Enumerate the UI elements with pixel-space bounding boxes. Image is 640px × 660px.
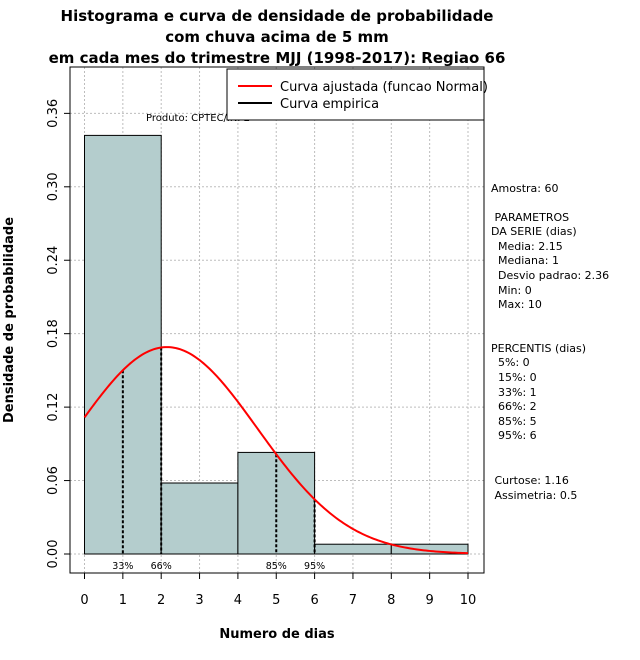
percentile-66: 66%: 2 — [491, 400, 537, 414]
percentiles-header: PERCENTIS (dias) — [491, 341, 587, 355]
producer-label: Produto: CPTEC/INPE — [146, 113, 250, 124]
stat-max: Max: 10 — [491, 298, 542, 312]
params-header: PARAMETROS — [491, 210, 570, 224]
x-tick-label: 7 — [349, 593, 357, 608]
x-tick-label: 1 — [119, 593, 127, 608]
stat-min: Min: 0 — [491, 283, 532, 297]
x-tick-label: 2 — [157, 593, 165, 608]
plot-frame — [69, 66, 485, 574]
histogram-bar — [84, 134, 162, 555]
x-tick-label: 9 — [426, 593, 434, 608]
x-tick-label: 6 — [310, 593, 318, 608]
percentile-label: 66% — [151, 561, 172, 572]
y-tick-label: 0.18 — [46, 319, 61, 348]
percentile-95: 95%: 6 — [491, 429, 537, 443]
histogram-bar — [314, 543, 392, 555]
normal-curve — [83, 346, 469, 555]
x-tick-label: 4 — [234, 593, 242, 608]
histogram-bar — [390, 543, 469, 555]
stat-sd: Desvio padrao: 2.36 — [491, 268, 610, 282]
legend-label: Curva empirica — [280, 97, 379, 112]
percentile-label: 95% — [304, 561, 325, 572]
percentile-label: 85% — [266, 561, 287, 572]
y-tick-label: 0.12 — [46, 393, 61, 422]
histogram-bar — [237, 451, 316, 555]
x-tick-label: 10 — [460, 593, 477, 608]
kurtosis: Curtose: 1.16 — [491, 473, 569, 487]
percentile-15: 15%: 0 — [491, 370, 537, 384]
x-tick-label: 0 — [80, 593, 88, 608]
x-tick-label: 8 — [387, 593, 395, 608]
legend-label: Curva ajustada (funcao Normal) — [280, 80, 488, 95]
stat-median: Mediana: 1 — [491, 254, 559, 268]
percentile-33: 33%: 1 — [491, 385, 537, 399]
x-tick-label: 5 — [272, 593, 280, 608]
y-axis-title: Densidade de probabilidade — [2, 217, 17, 423]
x-axis-title: Numero de dias — [219, 627, 335, 642]
y-tick-label: 0.24 — [46, 246, 61, 275]
params-subheader: DA SERIE (dias) — [491, 225, 577, 239]
percentile-5: 5%: 0 — [491, 356, 530, 370]
legend-box — [226, 68, 485, 121]
chart-title-line: em cada mes do trimestre MJJ (1998-2017)… — [49, 49, 506, 67]
stat-mean: Media: 2.15 — [491, 239, 563, 253]
chart-title-line: Histograma e curva de densidade de proba… — [61, 7, 494, 25]
histogram-bar — [160, 482, 239, 555]
y-tick-label: 0.36 — [46, 99, 61, 128]
y-tick-label: 0.30 — [46, 172, 61, 201]
sample-size: Amostra: 60 — [491, 182, 559, 195]
x-tick-label: 3 — [195, 593, 203, 608]
percentile-85: 85%: 5 — [491, 414, 537, 428]
y-tick-label: 0.06 — [46, 466, 61, 495]
percentile-label: 33% — [112, 561, 133, 572]
skewness: Assimetria: 0.5 — [491, 488, 578, 502]
y-tick-label: 0.00 — [46, 540, 61, 569]
statistics-panel: Amostra: 60 PARAMETROS DA SERIE (dias) M… — [491, 182, 609, 503]
chart-title-line: com chuva acima de 5 mm — [165, 28, 389, 46]
